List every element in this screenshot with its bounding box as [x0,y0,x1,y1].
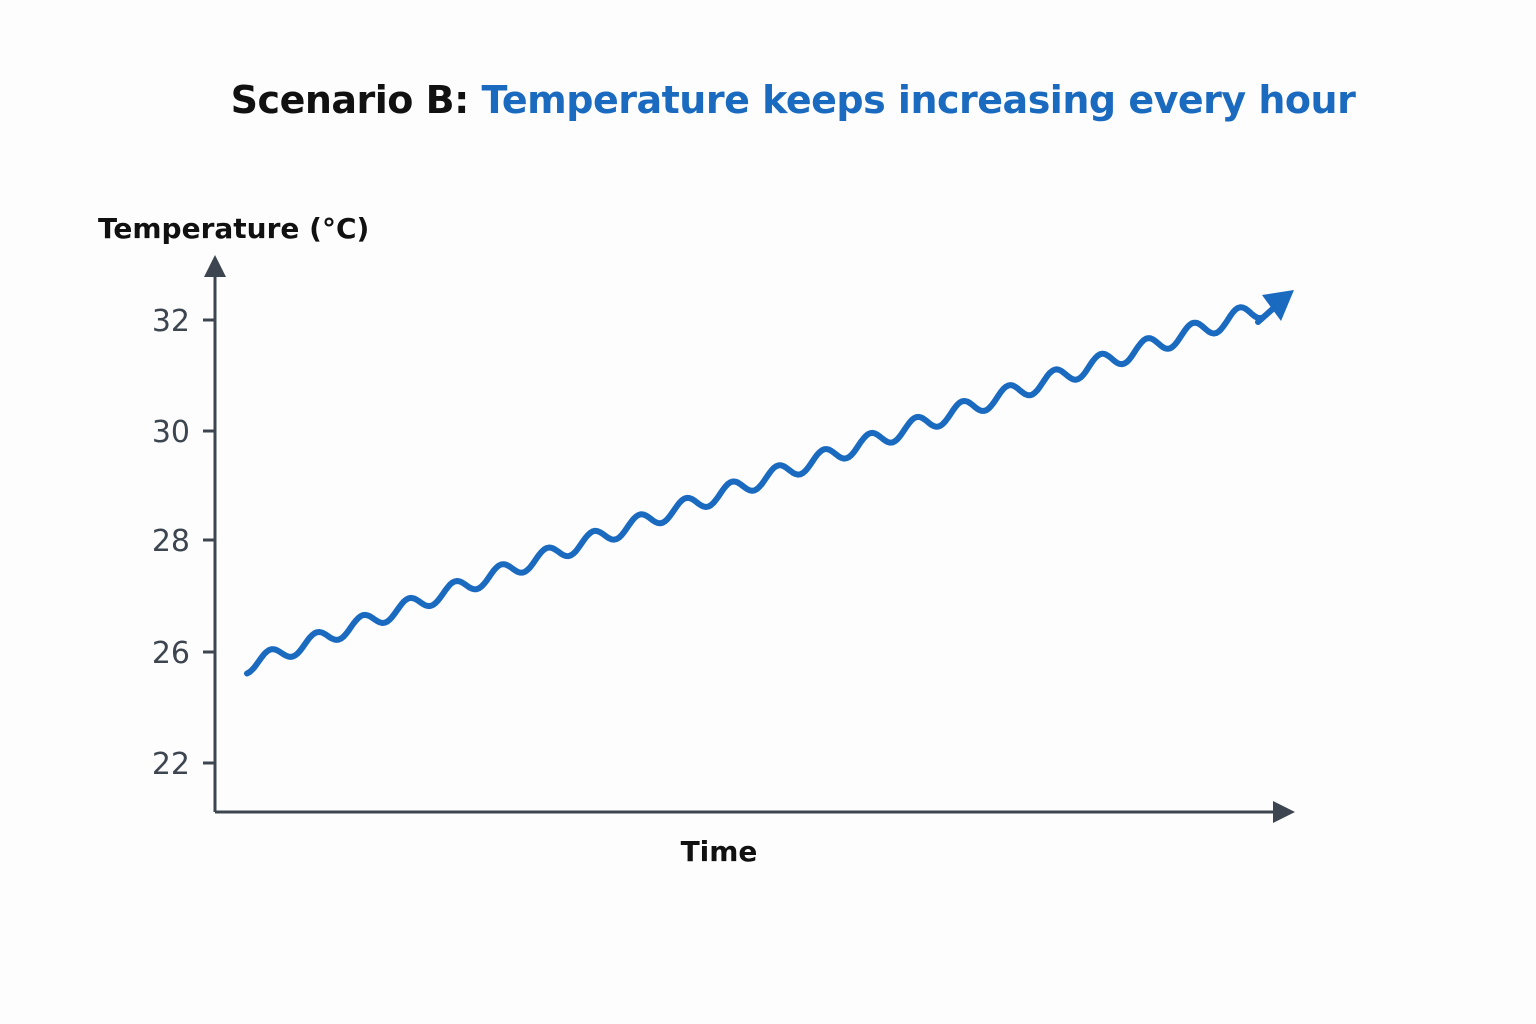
y-axis-ticks: 22 26 28 30 32 [152,304,215,782]
y-axis-arrowhead [204,255,226,277]
chart-title-prefix: Scenario B: [230,78,470,122]
y-tick-label: 32 [152,304,190,339]
temperature-line [244,304,1265,677]
y-tick-label: 30 [152,415,190,450]
y-tick-label: 22 [152,747,190,782]
y-tick-label: 28 [152,524,190,559]
x-axis-label: Time [681,835,758,868]
chart-title: Scenario B: Temperature keeps increasing… [0,78,1536,122]
x-axis-arrowhead [1273,801,1295,823]
chart-axes [204,255,1295,823]
y-tick-label: 26 [152,636,190,671]
y-axis-label: Temperature (°C) [98,212,369,245]
chart-series [244,290,1294,677]
trend-arrow-shaft [1255,303,1279,325]
chart-title-main: Temperature keeps increasing every hour [481,78,1356,122]
